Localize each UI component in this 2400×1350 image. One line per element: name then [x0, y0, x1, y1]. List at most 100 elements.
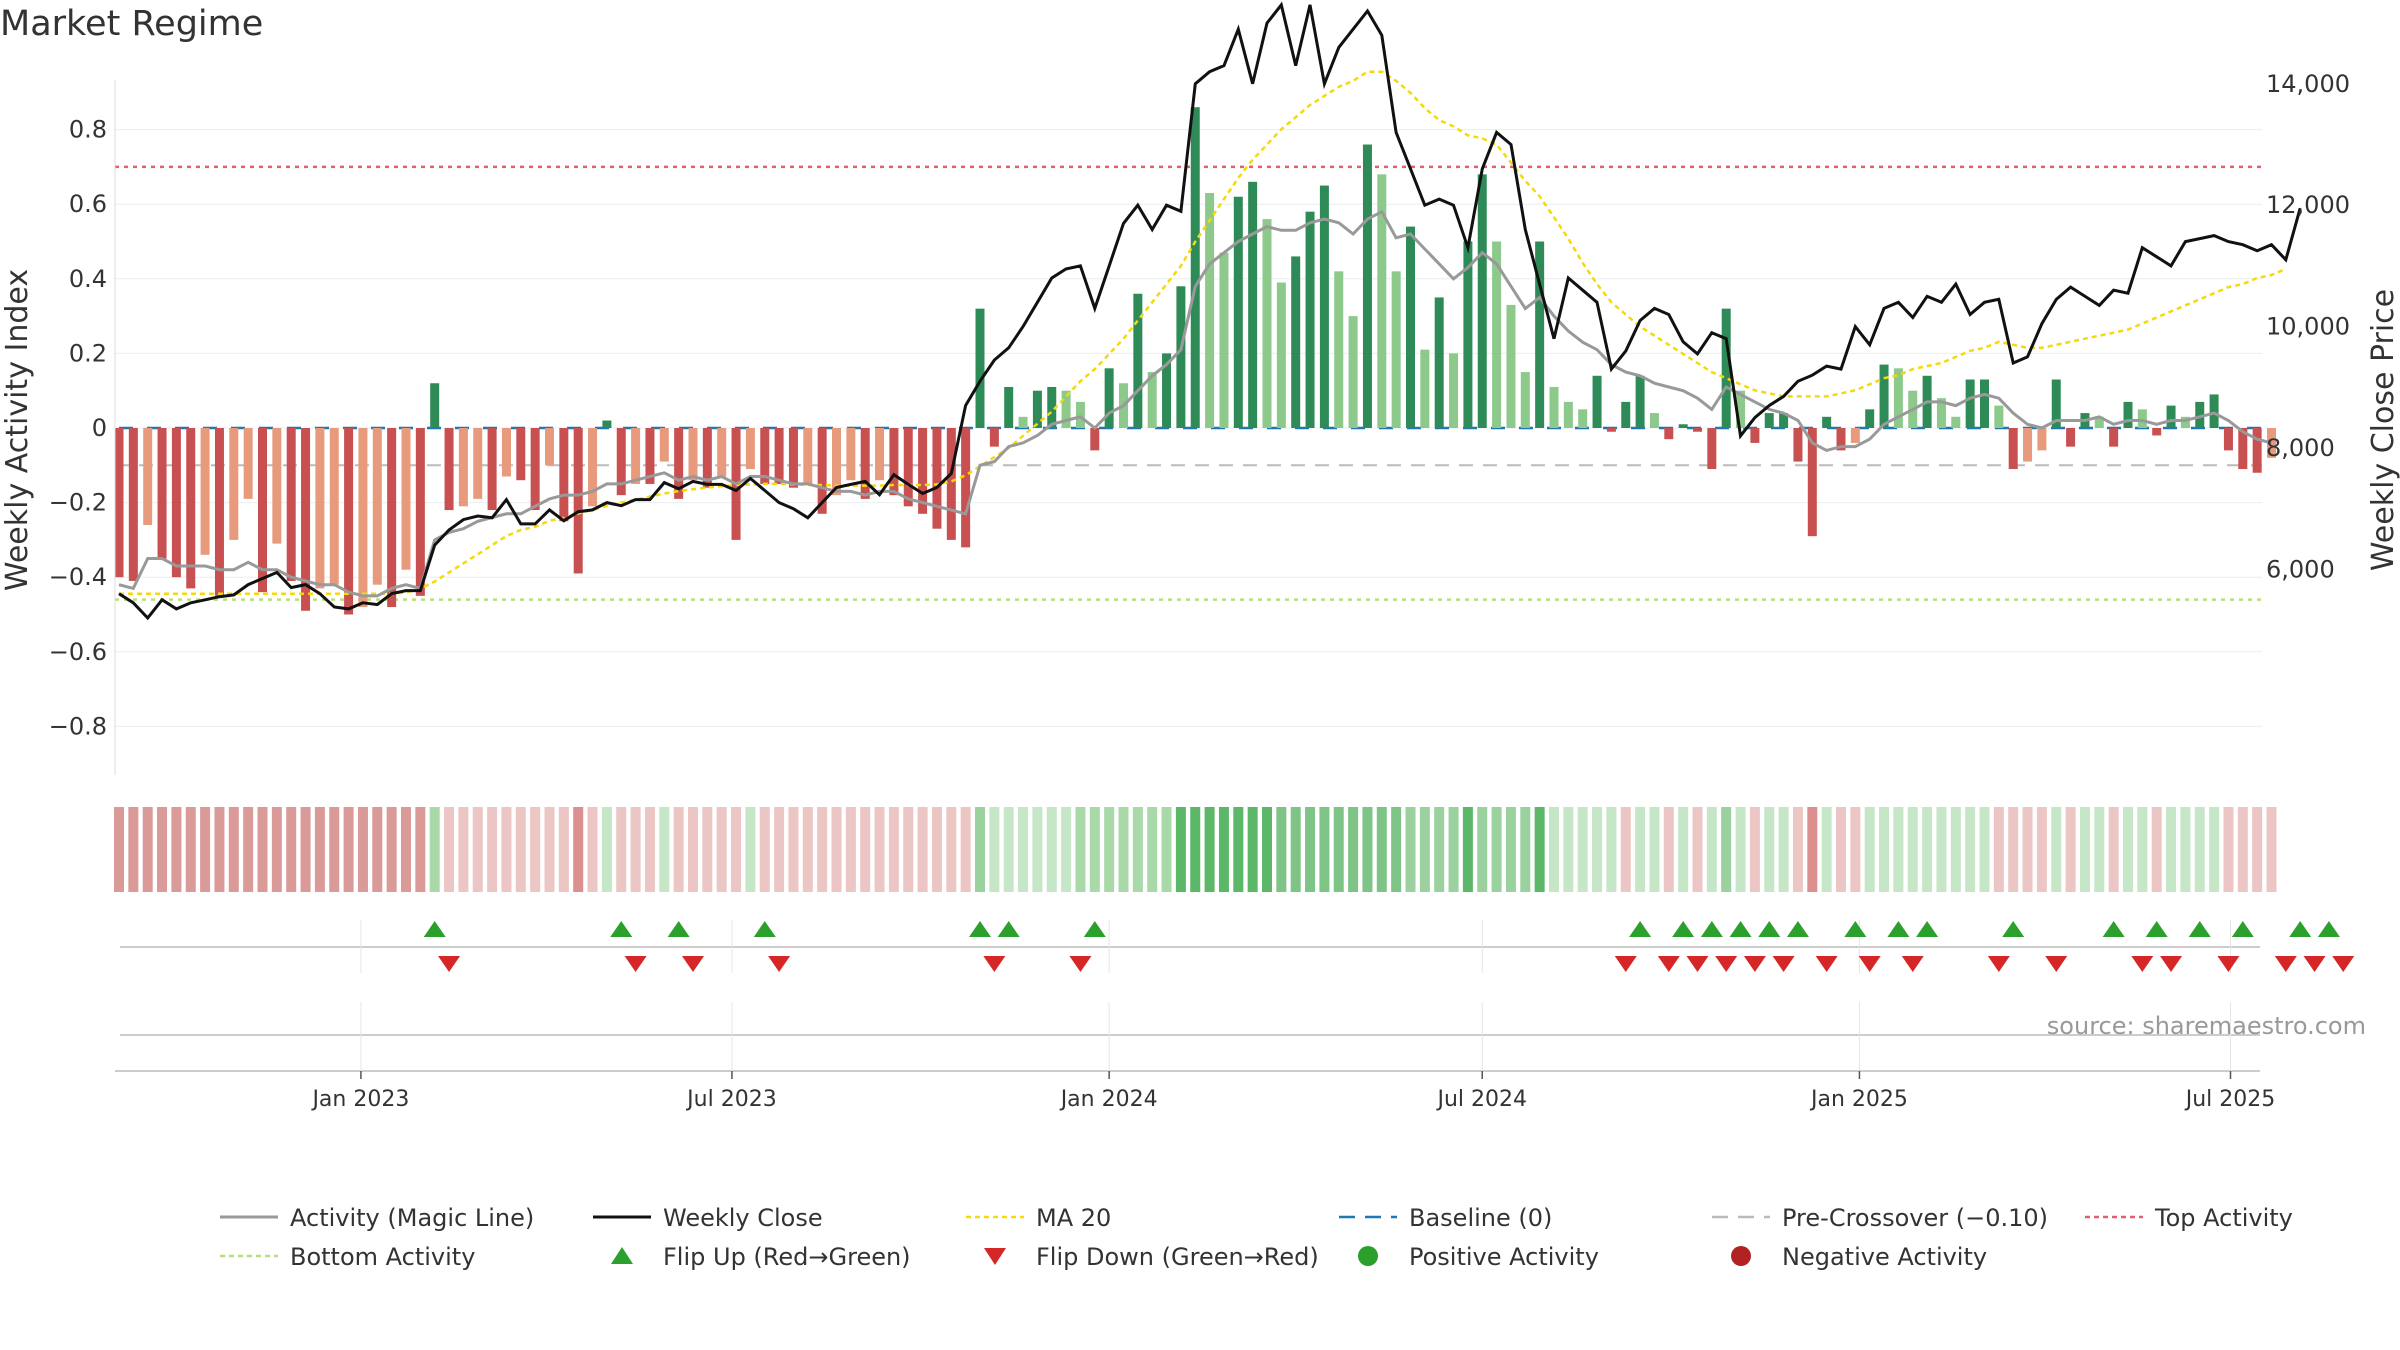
strip-cell — [2166, 807, 2177, 892]
flip-up-marker — [610, 921, 633, 937]
activity-bar — [2109, 428, 2119, 447]
flip-up-marker — [2102, 921, 2125, 937]
flip-down-marker — [438, 956, 461, 972]
strip-cell — [903, 807, 914, 892]
activity-bar — [2209, 394, 2219, 428]
strip-cell — [2094, 807, 2105, 892]
strip-cell — [2209, 807, 2220, 892]
activity-bar — [659, 428, 669, 462]
left-axis-ticks: −0.8 −0.6 −0.4 −0.2 0 0.2 0.4 0.6 0.8 — [49, 116, 107, 741]
activity-bar — [530, 428, 540, 511]
flip-down-marker — [768, 956, 791, 972]
flip-up-marker — [2188, 921, 2211, 937]
legend-item: Flip Down (Green→Red) — [984, 1243, 1319, 1271]
strip-cell — [1993, 807, 2004, 892]
strip-cell — [1749, 807, 1760, 892]
activity-bar — [989, 428, 999, 447]
strip-cell — [128, 807, 139, 892]
gridlines — [115, 129, 2262, 727]
flip-down-marker — [2332, 956, 2355, 972]
strip-cell — [1104, 807, 1115, 892]
activity-bar — [932, 428, 942, 529]
activity-bar — [372, 428, 382, 585]
activity-bar — [1276, 282, 1286, 428]
activity-bar — [1693, 428, 1702, 432]
activity-bar — [1291, 256, 1301, 428]
strip-cell — [286, 807, 297, 892]
activity-bar — [1362, 144, 1372, 428]
strip-cell — [1792, 807, 1803, 892]
activity-bar — [1893, 368, 1903, 428]
activity-bar — [1649, 413, 1659, 428]
activity-bar — [1549, 386, 1559, 428]
legend-item: Negative Activity — [1731, 1243, 1987, 1271]
strip-cell — [142, 807, 153, 892]
activity-bar — [516, 428, 526, 481]
activity-bar — [760, 428, 770, 484]
strip-cell — [616, 807, 627, 892]
strip-cell — [1505, 807, 1516, 892]
flip-markers — [423, 921, 2355, 972]
activity-bar — [157, 428, 167, 559]
y-tick-label: −0.6 — [49, 638, 107, 666]
strip-cell — [1204, 807, 1215, 892]
activity-bar — [200, 428, 210, 555]
activity-bar — [817, 428, 827, 514]
strip-cell — [946, 807, 957, 892]
series-lines — [118, 1, 2302, 621]
strip-cell — [1276, 807, 1287, 892]
activity-bar — [631, 428, 641, 484]
activity-bar — [430, 383, 440, 428]
strip-cell — [271, 807, 282, 892]
strip-cell — [472, 807, 483, 892]
activity-bar — [143, 428, 153, 525]
strip-cell — [975, 807, 985, 892]
strip-cell — [171, 807, 182, 892]
activity-bar — [2123, 401, 2133, 428]
activity-bar — [186, 428, 196, 589]
strip-cell — [2051, 807, 2062, 892]
date-tick-label: Jan 2025 — [1809, 1087, 1908, 1112]
date-axis-panel: Jan 2023 Jul 2023 Jan 2024 Jul 2024 Jan 2025… — [115, 1002, 2366, 1112]
flip-down-icon — [984, 1248, 1006, 1265]
strip-cell — [702, 807, 713, 892]
legend-label: Flip Up (Red→Green) — [663, 1243, 911, 1271]
flip-down-marker — [1815, 956, 1838, 972]
activity-bar — [1176, 286, 1186, 428]
activity-bar — [1449, 353, 1459, 428]
activity-bar — [745, 428, 755, 470]
strip-cell — [1448, 807, 1459, 892]
strip-cell — [1606, 807, 1617, 892]
activity-bar — [559, 428, 569, 522]
activity-bar — [2152, 428, 2162, 436]
strip-cell — [386, 807, 397, 892]
activity-bar — [1391, 271, 1401, 428]
flip-down-marker — [682, 956, 704, 972]
activity-bar — [1836, 428, 1846, 451]
activity-bar — [1707, 428, 1717, 470]
activity-bar — [2223, 428, 2233, 451]
strip-cell — [1807, 807, 1818, 892]
activity-bar — [1764, 413, 1774, 428]
legend-label: Activity (Magic Line) — [290, 1204, 534, 1232]
activity-bar — [588, 428, 598, 507]
activity-bar — [1262, 219, 1272, 428]
strip-cell — [2180, 807, 2191, 892]
activity-bar — [114, 428, 124, 578]
flip-up-marker — [1700, 921, 1723, 937]
strip-cell — [1003, 807, 1014, 892]
strip-cell — [114, 807, 124, 892]
activity-bar — [1047, 386, 1057, 428]
activity-bar — [229, 428, 239, 540]
activity-bar — [674, 428, 684, 499]
flip-up-marker — [1844, 921, 1867, 937]
activity-bar — [2267, 428, 2276, 458]
activity-bar — [2023, 428, 2033, 462]
strip-cell — [1434, 807, 1445, 892]
strip-cell — [1879, 807, 1890, 892]
legend-label: Negative Activity — [1782, 1243, 1987, 1271]
strip-cell — [2065, 807, 2076, 892]
strip-cell — [1462, 807, 1473, 892]
activity-bars — [114, 107, 2276, 615]
